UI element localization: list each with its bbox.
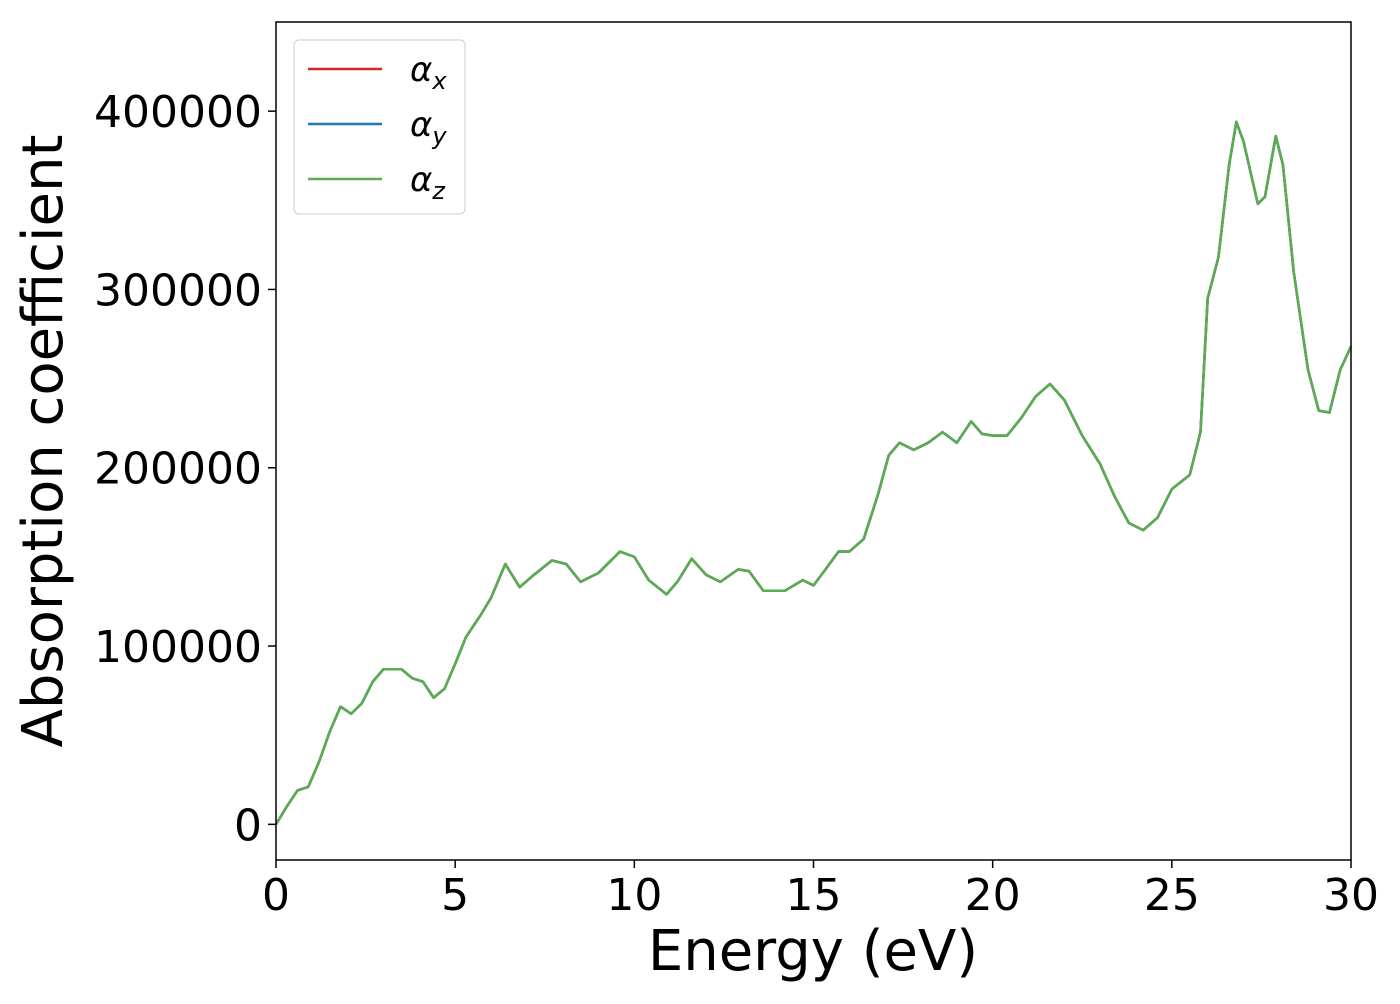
x-tick-label: 10 bbox=[606, 870, 662, 921]
y-axis-label: Absorption coefficient bbox=[11, 135, 76, 748]
y-tick-label: 300000 bbox=[94, 265, 262, 316]
x-axis-label: Energy (eV) bbox=[648, 919, 978, 984]
y-tick-label: 200000 bbox=[94, 444, 262, 495]
y-tick-label: 100000 bbox=[94, 622, 262, 673]
x-tick-label: 0 bbox=[262, 870, 290, 921]
x-tick-label: 15 bbox=[786, 870, 842, 921]
legend-box bbox=[293, 39, 466, 215]
y-tick-label: 400000 bbox=[94, 87, 262, 138]
y-tick-label: 0 bbox=[234, 800, 262, 851]
series-line bbox=[274, 120, 1353, 825]
plot-frame bbox=[275, 21, 1352, 861]
x-tick-label: 25 bbox=[1144, 870, 1200, 921]
x-tick-label: 30 bbox=[1323, 870, 1379, 921]
x-tick-label: 20 bbox=[965, 870, 1021, 921]
x-tick-label: 5 bbox=[441, 870, 469, 921]
